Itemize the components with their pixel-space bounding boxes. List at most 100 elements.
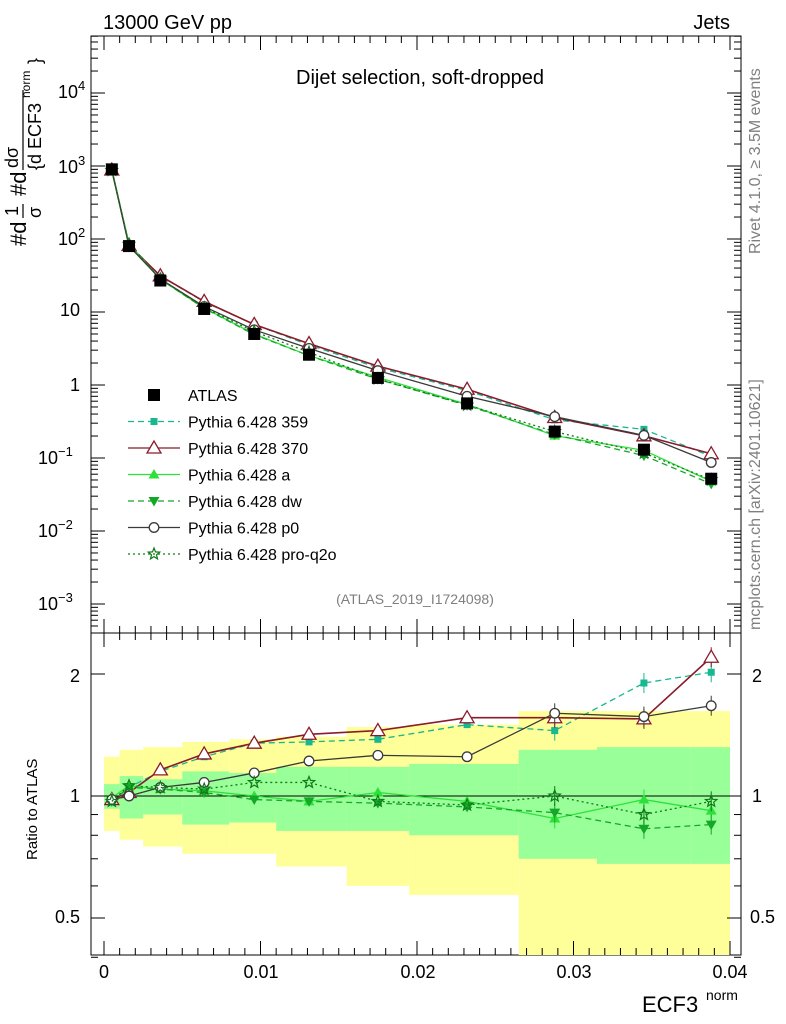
ytick-1e3: 103	[58, 153, 85, 177]
ratio-point-1-4	[246, 734, 263, 749]
ratio-point-4-7	[461, 751, 473, 763]
legend-marker-0	[148, 389, 160, 401]
analysis-id-label: (ATLAS_2019_I1724098)	[336, 591, 494, 607]
svg-text:ECF3: ECF3	[642, 992, 698, 1017]
ratio-point-5-7	[459, 797, 475, 812]
x-tick-labels: 0 0.01 0.02 0.03 0.04	[99, 962, 748, 982]
ratio-ytick-1-right: 1	[752, 786, 762, 806]
atlas-point-7	[461, 397, 474, 410]
atlas-point-8	[548, 425, 561, 438]
atlas-point-10	[705, 472, 718, 485]
atlas-point-5	[303, 348, 316, 361]
ratio-point-3-10	[705, 820, 717, 831]
ratio-ytick-05-left: 0.5	[55, 907, 80, 927]
atlas-point-3	[198, 302, 211, 315]
ytick-1e2: 102	[58, 225, 85, 249]
ratio-point-0-9	[640, 679, 648, 687]
legend-marker-2	[145, 439, 163, 454]
ratio-ytick-1-left: 1	[70, 786, 80, 806]
ratio-uncertainty-bands	[104, 711, 730, 955]
stat-uncertainty-band	[690, 747, 730, 864]
legend-marker-6	[146, 546, 162, 561]
ratio-point-1-10	[703, 648, 720, 663]
main-line-3	[111, 170, 712, 485]
legend: ATLAS Pythia 6.428 359 Pythia 6.428 370 Pyt…	[128, 388, 337, 564]
legend-marker-4	[148, 497, 160, 507]
atlas-point-2	[154, 274, 167, 287]
svg-text:1: 1	[2, 206, 22, 216]
legend-marker-5	[148, 522, 160, 533]
main-y-axis-label: #d 1 σ #d dσ {d ECF3 norm }	[2, 58, 45, 246]
ratio-point-5-4	[246, 774, 262, 789]
ratio-ytick-2-right: 2	[752, 666, 762, 686]
stat-uncertainty-band	[518, 749, 597, 859]
atlas-point-4	[248, 327, 261, 340]
legend-label-1: Pythia 6.428 359	[188, 415, 308, 432]
ytick-10: 10	[60, 300, 80, 320]
ratio-point-5-6	[370, 793, 386, 808]
main-series-layer	[103, 161, 720, 490]
atlas-point-1	[123, 240, 136, 253]
ratio-point-4-10	[705, 700, 717, 712]
main-point-4-10	[705, 457, 717, 468]
ratio-point-3-8	[549, 808, 561, 819]
svg-text:dσ: dσ	[2, 147, 22, 168]
ratio-point-0-6	[374, 735, 382, 743]
ratio-point-4-8	[549, 707, 561, 719]
main-y-tick-labels: 104 103 102 10 1 10−1 10−2 10−3	[38, 78, 85, 614]
atlas-point-6	[371, 371, 384, 384]
main-panel-frame	[90, 35, 742, 634]
ratio-point-0-8	[551, 727, 559, 735]
ratio-point-4-1	[123, 790, 135, 802]
ratio-ytick-05-right: 0.5	[750, 907, 775, 927]
xtick-002: 0.02	[400, 962, 435, 982]
ratio-panel-frame	[90, 632, 742, 956]
ratio-point-5-0	[104, 793, 120, 808]
mcplots-reference-label: mcplots.cern.ch [arXiv:2401.10621]	[747, 379, 764, 630]
ratio-point-4-6	[372, 749, 384, 761]
ytick-1e-2: 10−2	[38, 517, 73, 541]
legend-label-3: Pythia 6.428 a	[188, 468, 290, 485]
svg-text:#d: #d	[6, 172, 31, 196]
atlas-point-0	[105, 163, 118, 176]
xtick-0: 0	[99, 962, 109, 982]
stat-uncertainty-band	[346, 766, 410, 831]
ytick-1e-1: 10−1	[38, 444, 73, 468]
ratio-point-2-6	[372, 787, 384, 797]
main-line-2	[111, 169, 712, 482]
ytick-1: 1	[70, 375, 80, 395]
ratio-point-1-6	[369, 722, 387, 737]
ratio-point-5-5	[301, 774, 317, 789]
ratio-point-0-7	[463, 721, 471, 729]
ratio-point-0-5	[305, 738, 313, 746]
legend-label-2: Pythia 6.428 370	[188, 441, 308, 458]
svg-text:#d: #d	[6, 222, 31, 246]
ratio-point-0-10	[707, 668, 715, 676]
legend-marker-1	[150, 418, 158, 425]
ratio-point-3-4	[248, 795, 260, 806]
main-point-4-8	[549, 411, 561, 423]
ratio-point-5-1	[121, 778, 137, 792]
svg-text:σ: σ	[25, 207, 45, 218]
legend-label-6: Pythia 6.428 pro-q2o	[188, 547, 337, 564]
header-jets-label: Jets	[693, 12, 730, 34]
ratio-ytick-2-left: 2	[70, 666, 80, 686]
ratio-series-layer	[103, 647, 720, 839]
x-axis-label: ECF3 norm	[642, 987, 738, 1017]
svg-text:norm: norm	[19, 71, 33, 98]
ratio-point-3-5	[303, 797, 315, 807]
ytick-1e-3: 10−3	[38, 590, 73, 614]
ratio-point-1-5	[300, 725, 318, 740]
ratio-point-4-9	[638, 711, 650, 723]
ratio-point-5-9	[636, 806, 652, 821]
header-energy-label: 13000 GeV pp	[103, 12, 232, 34]
selection-annotation: Dijet selection, soft-dropped	[296, 67, 544, 89]
ratio-point-1-3	[196, 745, 213, 760]
stat-uncertainty-band	[409, 763, 519, 836]
xtick-003: 0.03	[556, 962, 591, 982]
ratio-point-3-9	[638, 824, 650, 835]
xtick-004: 0.04	[712, 962, 747, 982]
ratio-point-5-3	[196, 781, 212, 796]
legend-marker-3	[148, 469, 160, 479]
